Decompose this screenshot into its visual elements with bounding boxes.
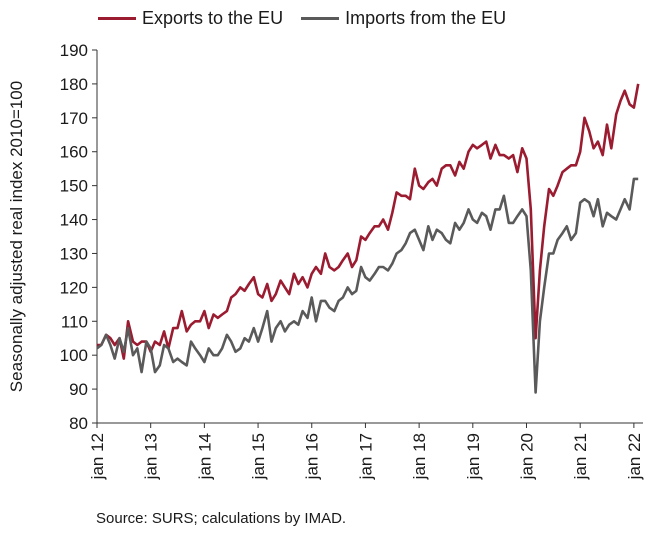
x-tick-label-1: jan 13 <box>142 433 161 480</box>
y-tick-label-130: 130 <box>60 244 88 263</box>
x-tick-label-4: jan 16 <box>303 433 322 480</box>
y-axis-title: Seasonally adjusted real index 2010=100 <box>7 81 26 392</box>
series-line-exports <box>97 83 640 360</box>
y-tick-label-180: 180 <box>60 75 88 94</box>
x-tick-label-0: jan 12 <box>88 433 107 480</box>
legend-label-imports: Imports from the EU <box>345 8 507 28</box>
x-tick-label-10: jan 22 <box>625 433 644 480</box>
y-tick-label-150: 150 <box>60 177 88 196</box>
y-tick-label-160: 160 <box>60 143 88 162</box>
legend-item-exports: Exports to the EU <box>98 8 283 29</box>
x-tick-label-6: jan 18 <box>410 433 429 480</box>
y-tick-label-90: 90 <box>69 380 88 399</box>
legend-label-exports: Exports to the EU <box>142 8 284 28</box>
series-line-imports <box>96 177 639 394</box>
x-tick-label-8: jan 20 <box>517 433 536 480</box>
chart-legend: Exports to the EU Imports from the EU <box>98 8 506 29</box>
y-tick-label-170: 170 <box>60 109 88 128</box>
x-tick-label-9: jan 21 <box>571 433 590 480</box>
source-note: Source: SURS; calculations by IMAD. <box>96 510 347 527</box>
y-tick-label-120: 120 <box>60 278 88 297</box>
x-tick-label-3: jan 15 <box>249 433 268 480</box>
y-tick-label-190: 190 <box>60 41 88 60</box>
legend-swatch-exports <box>98 17 136 20</box>
y-tick-label-80: 80 <box>69 414 88 433</box>
y-tick-label-110: 110 <box>61 312 88 331</box>
y-tick-label-140: 140 <box>60 211 88 230</box>
legend-swatch-imports <box>301 17 340 20</box>
x-tick-label-5: jan 17 <box>356 433 375 480</box>
x-tick-label-7: jan 19 <box>464 433 483 480</box>
x-tick-label-2: jan 14 <box>195 433 214 480</box>
legend-item-imports: Imports from the EU <box>301 8 506 29</box>
y-tick-label-100: 100 <box>60 346 88 365</box>
